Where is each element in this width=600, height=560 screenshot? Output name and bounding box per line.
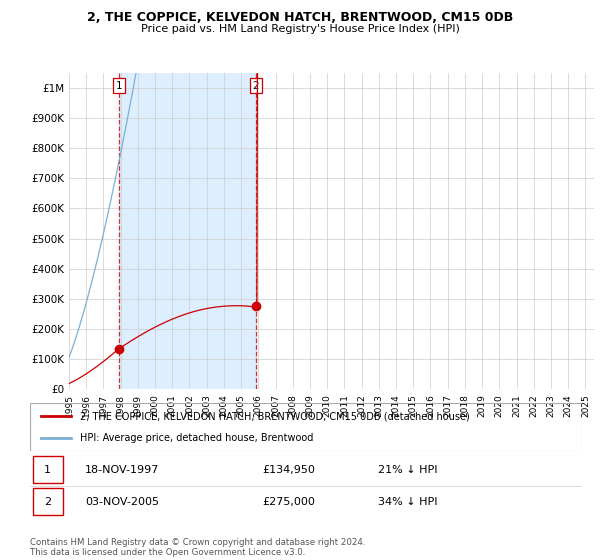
FancyBboxPatch shape	[33, 456, 63, 483]
Text: Price paid vs. HM Land Registry's House Price Index (HPI): Price paid vs. HM Land Registry's House …	[140, 24, 460, 34]
Text: 03-NOV-2005: 03-NOV-2005	[85, 497, 159, 507]
Text: HPI: Average price, detached house, Brentwood: HPI: Average price, detached house, Bren…	[80, 433, 313, 443]
Text: 21% ↓ HPI: 21% ↓ HPI	[378, 465, 437, 475]
Text: 2: 2	[252, 81, 259, 91]
Text: Contains HM Land Registry data © Crown copyright and database right 2024.
This d: Contains HM Land Registry data © Crown c…	[30, 538, 365, 557]
FancyBboxPatch shape	[33, 488, 63, 515]
Text: 34% ↓ HPI: 34% ↓ HPI	[378, 497, 437, 507]
Text: 2, THE COPPICE, KELVEDON HATCH, BRENTWOOD, CM15 0DB (detached house): 2, THE COPPICE, KELVEDON HATCH, BRENTWOO…	[80, 411, 469, 421]
Text: 1: 1	[115, 81, 122, 91]
Text: 18-NOV-1997: 18-NOV-1997	[85, 465, 160, 475]
Text: £275,000: £275,000	[262, 497, 315, 507]
Text: £134,950: £134,950	[262, 465, 315, 475]
Text: 2, THE COPPICE, KELVEDON HATCH, BRENTWOOD, CM15 0DB: 2, THE COPPICE, KELVEDON HATCH, BRENTWOO…	[87, 11, 513, 24]
Text: 1: 1	[44, 465, 51, 475]
Bar	[119, 73, 256, 389]
Text: 2: 2	[44, 497, 51, 507]
